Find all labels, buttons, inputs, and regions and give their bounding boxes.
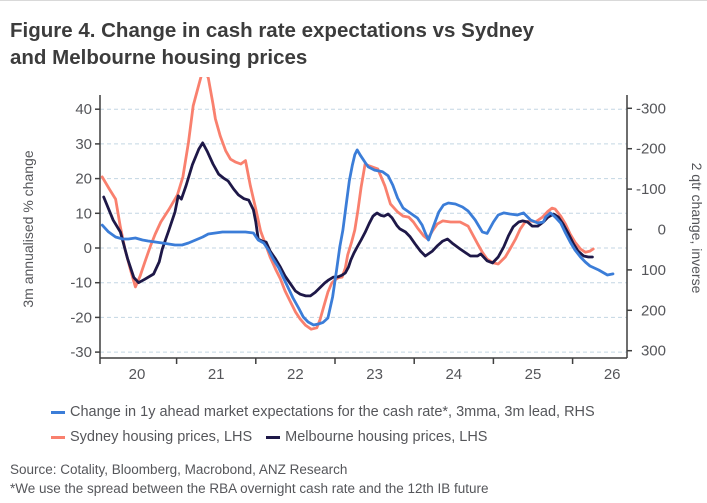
left-axis-tick-label: 10: [75, 205, 92, 222]
left-axis-tick-label: 0: [84, 240, 92, 257]
figure-title-line2: and Melbourne housing prices: [10, 46, 308, 69]
right-axis-title: 2 qtr change, inverse: [689, 163, 705, 294]
sydney-legend-key-icon: [51, 435, 65, 439]
legend-row-2: Sydney housing prices, LHS Melbourne hou…: [51, 429, 487, 445]
right-axis-tick-label: 200: [641, 302, 666, 319]
sydney-legend-label: Sydney housing prices, LHS: [70, 429, 253, 445]
right-axis-tick-label: 300: [641, 343, 666, 360]
figure-title: Figure 4. Change in cash rate expectatio…: [10, 17, 702, 71]
right-axis-tick-label: 100: [641, 262, 666, 279]
right-axis-tick-label: -300: [636, 100, 666, 117]
legend-item-sydney: Sydney housing prices, LHS: [51, 429, 252, 445]
left-axis-tick-label: 30: [75, 136, 92, 153]
x-axis-year-label: 25: [525, 366, 542, 383]
figure-title-line1: Figure 4. Change in cash rate expectatio…: [10, 19, 535, 42]
series-melbourne-line: [102, 141, 594, 298]
left-axis-tick-label: -20: [70, 309, 92, 326]
left-axis-tick-label: 20: [75, 171, 92, 188]
footnote: *We use the spread between the RBA overn…: [10, 481, 489, 496]
legend-item-melbourne: Melbourne housing prices, LHS: [266, 429, 487, 445]
x-axis-year-label: 22: [287, 366, 304, 383]
x-axis-year-label: 24: [445, 366, 462, 383]
x-axis-year-label: 21: [208, 366, 225, 383]
top-divider: [0, 0, 707, 1]
melbourne-legend-label: Melbourne housing prices, LHS: [285, 429, 488, 445]
series-cash_rate-line: [100, 148, 615, 327]
right-axis-tick-label: 0: [658, 222, 666, 239]
left-axis-tick-label: 40: [75, 101, 92, 118]
x-axis-year-label: 20: [129, 366, 146, 383]
source-note: Source: Cotality, Bloomberg, Macrobond, …: [10, 462, 348, 477]
legend-item-cash-rate: Change in 1y ahead market expectations f…: [51, 404, 595, 420]
melbourne-legend-key-icon: [266, 435, 281, 439]
x-axis-year-label: 23: [366, 366, 383, 383]
legend-row-1: Change in 1y ahead market expectations f…: [51, 404, 595, 420]
cash-rate-legend-label: Change in 1y ahead market expectations f…: [70, 404, 595, 420]
left-axis-tick-label: -10: [70, 275, 92, 292]
left-axis-title: 3m annualised % change: [20, 150, 36, 307]
right-axis-tick-label: -200: [636, 141, 666, 158]
cash-rate-legend-key-icon: [51, 410, 65, 414]
left-axis-tick-label: -30: [70, 344, 92, 361]
x-axis-year-label: 26: [604, 366, 621, 383]
right-axis-tick-label: -100: [636, 181, 666, 198]
